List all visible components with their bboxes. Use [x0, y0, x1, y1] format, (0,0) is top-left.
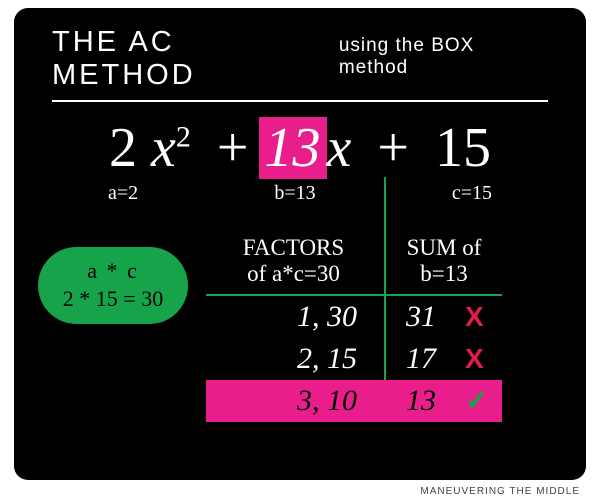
cell-sum: 13: [381, 384, 461, 418]
term-b: 13x: [259, 116, 352, 180]
credit-text: MANEUVERING THE MIDDLE: [420, 486, 580, 497]
op-plus-1: +: [217, 116, 249, 180]
cell-factors: 1, 30: [206, 300, 381, 334]
head-sum: SUM ofb=13: [381, 235, 501, 288]
table-row: 2, 15 17 X: [206, 338, 562, 380]
term-a: 2 x2: [109, 116, 191, 180]
ac-pill: a * c 2 * 15 = 30: [38, 247, 188, 324]
factors-table: FACTORSof a*c=30 SUM ofb=13 1, 30 31 X 2…: [206, 235, 562, 422]
b-coeff-highlight: 13: [259, 117, 327, 179]
infographic-frame: THE AC METHOD using the BOX method 2 x2 …: [14, 8, 586, 480]
head-factors: FACTORSof a*c=30: [206, 235, 381, 288]
mark-x-icon: X: [461, 343, 493, 375]
table-body: 1, 30 31 X 2, 15 17 X 3, 10 13 ✓: [206, 294, 562, 422]
cell-sum: 17: [381, 342, 461, 376]
cell-factors: 2, 15: [206, 342, 381, 376]
table-row: 1, 30 31 X: [206, 296, 562, 338]
coeff-labels: a=2 b=13 c=15: [108, 182, 492, 205]
mark-check-icon: ✓: [461, 384, 493, 418]
pill-line1: a * c: [56, 257, 170, 285]
title-main: THE AC METHOD: [52, 26, 327, 92]
title-row: THE AC METHOD using the BOX method: [52, 26, 548, 102]
term-c: 15: [435, 116, 491, 180]
lower-section: a * c 2 * 15 = 30 FACTORSof a*c=30 SUM o…: [38, 235, 562, 422]
mark-x-icon: X: [461, 301, 493, 333]
op-plus-2: +: [377, 116, 409, 180]
pill-line2: 2 * 15 = 30: [56, 285, 170, 313]
cell-sum: 31: [381, 300, 461, 334]
table-row-highlight: 3, 10 13 ✓: [206, 380, 502, 422]
cell-factors: 3, 10: [206, 384, 381, 418]
coeff-b: b=13: [274, 182, 315, 205]
expression: 2 x2 + 13x + 15: [38, 116, 562, 180]
coeff-c: c=15: [452, 182, 492, 205]
title-sub: using the BOX method: [339, 35, 548, 79]
coeff-a: a=2: [108, 182, 138, 205]
